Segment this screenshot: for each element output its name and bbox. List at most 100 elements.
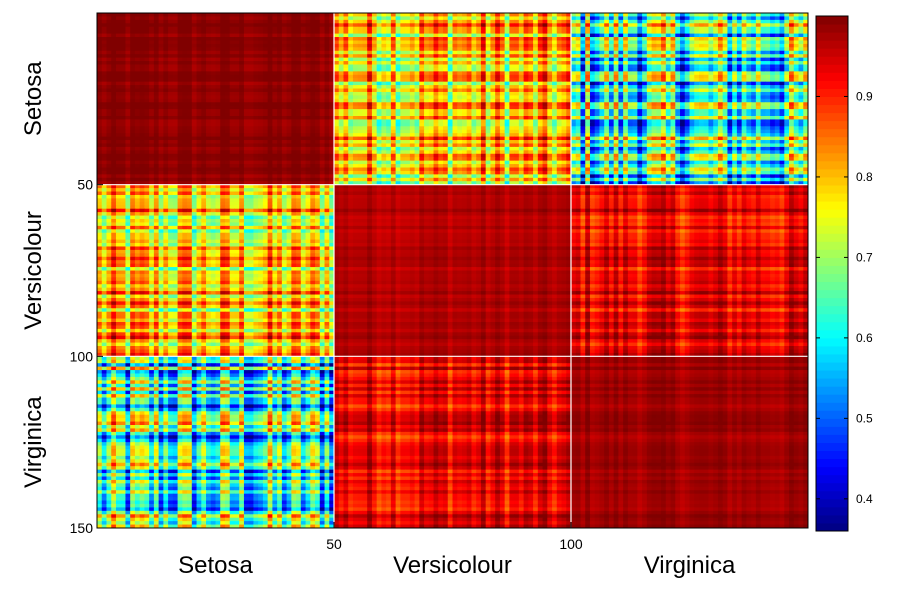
heatmap-cell xyxy=(656,43,662,48)
heatmap-cell xyxy=(125,50,131,55)
heatmap-cell xyxy=(433,112,439,117)
heatmap-cell xyxy=(414,37,420,41)
heatmap-cell xyxy=(552,81,558,86)
heatmap-cell xyxy=(111,23,117,28)
heatmap-cell xyxy=(224,85,231,90)
heatmap-cell xyxy=(556,26,563,31)
heatmap-cell xyxy=(111,26,117,31)
heatmap-cell xyxy=(741,13,747,17)
heatmap-cell xyxy=(386,88,392,93)
heatmap-cell xyxy=(438,109,444,114)
heatmap-cell xyxy=(101,119,107,124)
heatmap-cell xyxy=(381,109,387,114)
heatmap-cell xyxy=(248,112,254,117)
heatmap-cell xyxy=(172,112,179,117)
heatmap-cell xyxy=(196,19,202,24)
heatmap-cell xyxy=(789,91,795,96)
heatmap-cell xyxy=(315,88,321,93)
heatmap-cell xyxy=(646,109,653,114)
heatmap-cell xyxy=(665,91,672,96)
heatmap-cell xyxy=(144,50,150,55)
heatmap-cell xyxy=(542,78,548,83)
heatmap-cell xyxy=(277,116,283,120)
heatmap-cell xyxy=(637,71,643,76)
heatmap-cell xyxy=(149,81,155,86)
heatmap-cell xyxy=(149,126,155,131)
heatmap-cell xyxy=(670,43,676,48)
heatmap-cell xyxy=(784,112,790,117)
heatmap-cell xyxy=(803,30,809,35)
heatmap-cell xyxy=(760,119,766,124)
heatmap-cell xyxy=(376,50,382,55)
heatmap-cell xyxy=(220,64,226,69)
heatmap-cell xyxy=(784,122,790,127)
heatmap-cell xyxy=(528,23,534,28)
heatmap-cell xyxy=(770,13,776,17)
heatmap-cell xyxy=(599,57,605,62)
heatmap-cell xyxy=(409,43,416,48)
heatmap-cell xyxy=(476,40,482,45)
heatmap-cell xyxy=(376,67,382,72)
heatmap-cell xyxy=(234,43,240,48)
heatmap-cell xyxy=(585,33,591,38)
heatmap-cell xyxy=(281,19,288,24)
heatmap-cell xyxy=(111,78,117,83)
heatmap-cell xyxy=(371,98,378,103)
heatmap-cell xyxy=(357,119,363,124)
heatmap-cell xyxy=(405,91,411,96)
heatmap-cell xyxy=(490,47,496,52)
heatmap-cell xyxy=(153,78,160,83)
heatmap-cell xyxy=(400,40,406,45)
heatmap-cell xyxy=(182,64,188,69)
heatmap-cell xyxy=(684,98,690,103)
heatmap-cell xyxy=(243,47,250,52)
heatmap-cell xyxy=(239,64,245,69)
heatmap-cell xyxy=(234,33,240,38)
heatmap-cell xyxy=(348,54,354,59)
heatmap-cell xyxy=(315,47,321,52)
heatmap-cell xyxy=(144,122,150,127)
heatmap-cell xyxy=(476,23,482,28)
heatmap-cell xyxy=(485,78,491,83)
heatmap-cell xyxy=(665,57,672,62)
heatmap-cell xyxy=(300,67,307,72)
heatmap-cell xyxy=(144,81,150,86)
heatmap-cell xyxy=(163,33,169,38)
heatmap-cell xyxy=(400,50,406,55)
heatmap-cell xyxy=(191,91,198,96)
heatmap-cell xyxy=(210,105,216,110)
heatmap-cell xyxy=(670,64,676,69)
heatmap-cell xyxy=(746,47,752,52)
heatmap-cell xyxy=(187,57,193,62)
heatmap-cell xyxy=(281,98,288,103)
heatmap-cell xyxy=(371,19,378,24)
heatmap-cell xyxy=(580,105,586,110)
heatmap-cell xyxy=(130,109,136,114)
heatmap-cell xyxy=(509,119,515,124)
heatmap-cell xyxy=(779,61,785,65)
heatmap-cell xyxy=(689,57,695,62)
heatmap-cell xyxy=(210,91,216,96)
heatmap-cell xyxy=(177,116,183,120)
heatmap-cell xyxy=(300,74,307,79)
heatmap-cell xyxy=(680,102,686,107)
heatmap-cell xyxy=(191,43,198,48)
heatmap-cell xyxy=(243,16,250,21)
heatmap-cell xyxy=(371,43,378,48)
heatmap-cell xyxy=(703,57,709,62)
heatmap-cell xyxy=(637,37,643,41)
heatmap-cell xyxy=(779,95,785,100)
heatmap-cell xyxy=(177,98,183,103)
heatmap-cell xyxy=(357,67,363,72)
heatmap-cell xyxy=(457,112,463,117)
heatmap-cell xyxy=(632,47,638,52)
heatmap-cell xyxy=(106,54,112,59)
heatmap-cell xyxy=(571,105,577,110)
heatmap-cell xyxy=(400,102,406,107)
heatmap-cell xyxy=(623,26,629,31)
heatmap-cell xyxy=(443,13,449,17)
heatmap-cell xyxy=(182,50,188,55)
heatmap-row xyxy=(97,19,809,24)
heatmap-cell xyxy=(220,47,226,52)
heatmap-cell xyxy=(755,57,762,62)
